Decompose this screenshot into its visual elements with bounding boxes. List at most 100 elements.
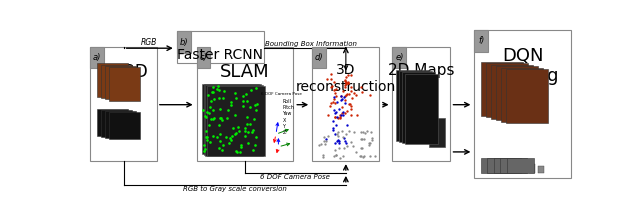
Point <box>248 128 258 132</box>
Point <box>207 85 218 89</box>
Point <box>334 107 344 111</box>
Point <box>346 73 356 77</box>
Point <box>335 94 346 97</box>
Point <box>364 143 374 146</box>
Text: RGB to Gray scale conversion: RGB to Gray scale conversion <box>183 186 287 192</box>
Point <box>355 154 365 157</box>
Point <box>204 111 214 115</box>
Point <box>339 95 349 99</box>
Bar <box>204 84 260 155</box>
Point <box>335 113 346 117</box>
Text: 6 DOF Camera Pose: 6 DOF Camera Pose <box>260 174 330 180</box>
Point <box>328 126 339 130</box>
Point <box>330 91 340 95</box>
Point <box>215 132 225 136</box>
Point <box>359 137 369 141</box>
Point <box>318 153 328 156</box>
Point <box>358 130 368 133</box>
Point <box>231 131 241 135</box>
Point <box>364 141 374 145</box>
Bar <box>507 158 534 173</box>
Bar <box>97 109 128 136</box>
Point <box>332 139 342 143</box>
Text: Roll: Roll <box>282 99 291 104</box>
Point <box>356 137 367 141</box>
Point <box>342 123 353 126</box>
Point <box>319 139 329 143</box>
Point <box>240 129 250 133</box>
Point <box>250 144 260 147</box>
Point <box>356 90 367 94</box>
Point <box>329 154 339 158</box>
Point <box>330 133 340 136</box>
Point <box>348 144 358 147</box>
Point <box>340 141 351 145</box>
Point <box>346 113 356 117</box>
Bar <box>207 86 264 156</box>
Point <box>199 143 209 147</box>
Point <box>334 146 344 149</box>
Point <box>331 153 341 156</box>
Point <box>236 144 246 147</box>
Point <box>221 136 232 139</box>
Text: a): a) <box>93 53 101 62</box>
Point <box>230 149 241 153</box>
Point <box>216 117 226 120</box>
Point <box>346 85 356 89</box>
Bar <box>500 158 527 173</box>
Point <box>340 139 351 143</box>
Point <box>207 91 217 94</box>
Point <box>359 154 369 157</box>
Point <box>333 116 344 120</box>
Point <box>342 93 352 96</box>
Point <box>232 125 243 128</box>
Point <box>332 100 342 103</box>
Point <box>332 133 342 136</box>
Point <box>206 118 216 121</box>
Point <box>338 89 348 92</box>
Point <box>324 104 335 107</box>
Point <box>215 139 225 143</box>
Point <box>364 141 374 145</box>
Point <box>314 143 324 147</box>
Point <box>329 108 339 111</box>
Point <box>330 116 340 119</box>
Point <box>328 119 338 123</box>
Point <box>365 155 375 158</box>
Point <box>321 139 332 143</box>
Point <box>234 129 244 133</box>
Point <box>338 154 348 158</box>
Point <box>198 108 208 112</box>
Bar <box>487 158 515 173</box>
Point <box>218 143 228 147</box>
Point <box>340 111 350 114</box>
Point <box>212 135 223 138</box>
Point <box>329 80 339 83</box>
Point <box>337 136 348 139</box>
Point <box>346 89 356 93</box>
Bar <box>474 30 488 52</box>
Point <box>367 136 378 140</box>
Point <box>207 90 218 93</box>
Point <box>330 111 340 114</box>
Point <box>243 130 253 133</box>
Point <box>319 135 329 139</box>
Point <box>232 150 242 153</box>
Point <box>225 136 235 140</box>
Point <box>245 105 255 109</box>
Bar <box>312 46 379 161</box>
Point <box>352 113 362 117</box>
Point <box>330 101 340 104</box>
Point <box>223 142 234 145</box>
Point <box>340 80 351 84</box>
Point <box>330 148 340 152</box>
Point <box>346 104 356 108</box>
Point <box>316 142 326 145</box>
Point <box>339 101 349 105</box>
Point <box>340 78 351 81</box>
Point <box>335 94 346 97</box>
Point <box>204 123 214 126</box>
Bar <box>177 31 191 53</box>
Point <box>339 146 349 149</box>
Point <box>344 129 355 133</box>
